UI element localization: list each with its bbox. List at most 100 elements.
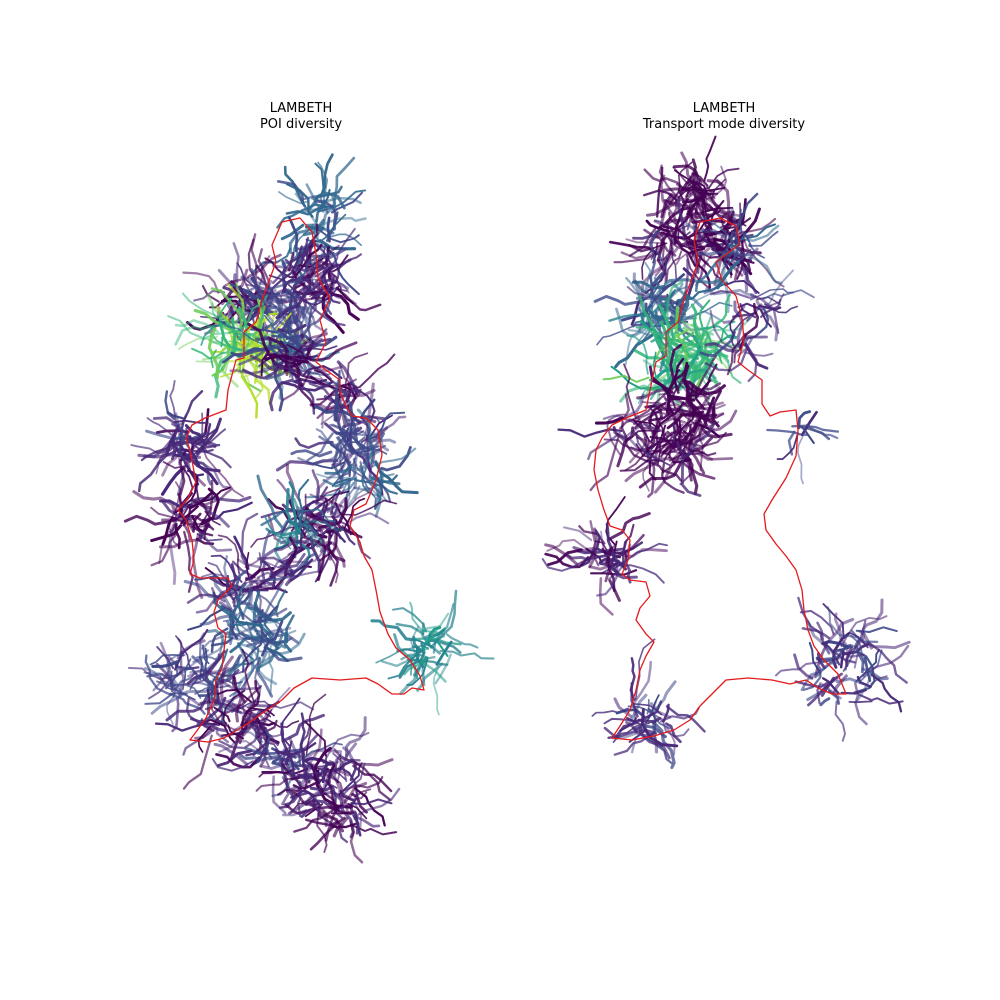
street-segment [578,525,606,545]
street-segment [140,441,181,462]
street-segment [132,490,177,516]
street-segment [607,512,651,541]
street-segment [626,700,663,723]
street-segment [744,267,758,295]
street-segment [739,208,752,247]
street-segment [659,422,696,455]
street-segment [330,191,364,214]
street-segment [676,441,702,498]
street-segment [260,760,296,770]
street-segment [685,222,730,248]
street-segment [613,246,664,264]
street-segment [213,742,249,766]
street-segment [258,608,272,643]
street-segment [345,512,390,526]
street-segment [544,543,580,567]
street-segment [234,728,264,743]
street-segment [335,436,344,489]
street-segment [324,463,353,475]
street-segment [255,358,264,399]
street-segment [336,286,354,305]
street-segment [250,268,263,297]
street-segment [172,503,191,523]
street-segment [167,662,180,688]
street-segment [623,423,661,439]
street-segment [368,411,406,440]
street-segment [294,295,346,327]
street-segment [179,437,192,463]
street-segment [188,492,213,510]
street-segment [335,497,347,519]
street-segment [858,693,904,705]
street-segment [350,798,393,806]
street-segment [324,806,339,842]
street-segment [289,756,303,789]
street-segment [630,682,639,718]
street-segment [331,477,358,515]
street-segment [283,631,293,653]
street-segment [544,552,590,569]
street-segment [634,638,656,701]
street-segment [275,285,312,320]
street-segment [369,447,417,469]
street-segment [183,530,194,593]
street-segment [305,693,327,756]
street-segment [200,444,245,498]
street-segment [670,431,693,437]
street-segment [294,437,334,450]
street-segment [628,243,655,253]
street-segment [207,327,219,380]
street-segment [189,697,239,707]
street-segment [210,349,217,369]
street-segment [307,223,319,270]
street-segment [396,648,418,653]
street-segment [297,478,310,529]
street-segment [681,379,726,396]
street-segment [306,461,345,470]
street-segment [288,481,304,538]
street-segment [651,285,670,305]
street-segment [256,474,284,529]
street-segment [168,505,182,548]
street-segment [270,650,303,663]
street-segment [665,331,677,366]
street-segment [179,447,219,486]
street-segment [351,793,368,814]
street-segment [711,406,720,428]
street-segment [211,302,234,330]
street-segment [242,632,263,673]
street-segment [252,605,279,624]
street-segment [352,764,393,793]
street-segment [704,342,737,353]
street-segment [354,787,386,827]
street-segment [322,269,341,304]
street-segment [259,703,271,727]
street-segment [676,196,698,252]
street-segment [211,339,230,377]
street-segment [209,673,243,686]
street-segment [218,725,262,750]
street-network-cluster [633,343,738,494]
street-segment [212,340,250,353]
street-segment [645,219,670,233]
street-segment [292,332,328,358]
street-segment [614,332,656,369]
street-segment [684,180,700,185]
street-segment [304,756,332,766]
street-segment [663,395,672,421]
street-segment [296,355,304,387]
street-segment [191,514,205,533]
street-segment [311,469,321,504]
street-segment [619,458,663,472]
street-segment [826,606,863,640]
street-segment [174,522,181,550]
street-segment [594,540,608,551]
street-segment [855,648,880,683]
street-segment [834,644,854,653]
street-segment [332,505,342,540]
street-segment [191,498,212,510]
street-segment [276,180,305,205]
street-segment [816,661,838,677]
street-segment [256,719,267,762]
